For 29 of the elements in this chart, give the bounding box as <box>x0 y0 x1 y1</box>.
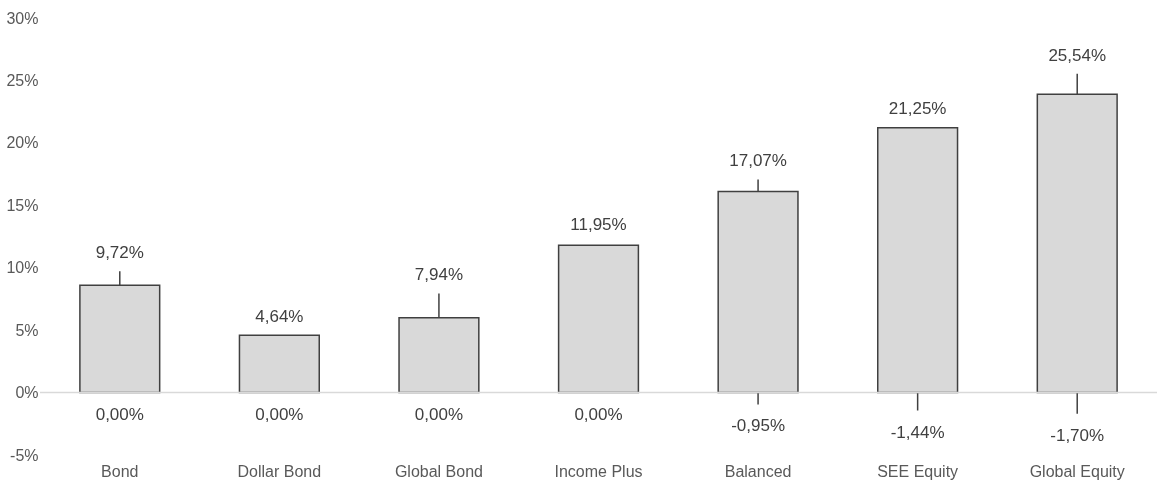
annotation: 4,64% <box>255 306 304 326</box>
x-tick-label: Global Equity <box>1029 462 1125 480</box>
x-tick-label: Dollar Bond <box>237 462 322 480</box>
annotation: 7,94% <box>414 265 464 285</box>
x-tick-label: Bond <box>101 462 139 480</box>
annotation: -0,95% <box>731 416 786 436</box>
x-tick-label: SEE Equity <box>877 462 959 480</box>
annotation: 21,25% <box>888 99 947 119</box>
y-tick-label: 20% <box>6 134 39 152</box>
annotation: 11,95% <box>570 215 627 235</box>
y-tick-label: 30% <box>6 9 39 27</box>
annotation: 17,07% <box>729 151 787 171</box>
y-tick-label: 25% <box>6 71 39 89</box>
annotation: -1,44% <box>890 422 945 442</box>
annotation: 0,00% <box>414 404 464 424</box>
annotation: -1,70% <box>1050 425 1105 445</box>
annotation: 0,00% <box>255 404 304 424</box>
x-tick-label: Global Bond <box>394 462 483 480</box>
annotation: 9,72% <box>95 243 144 263</box>
y-tick-label: 10% <box>6 259 39 277</box>
y-tick-label: 0% <box>15 384 39 402</box>
annotation: 0,00% <box>574 404 623 424</box>
y-tick-label: -5% <box>10 446 39 464</box>
y-tick-label: 5% <box>15 321 39 339</box>
y-tick-label: 15% <box>6 196 39 214</box>
x-tick-label: Income Plus <box>554 462 643 480</box>
x-tick-label: Balanced <box>724 462 792 480</box>
annotation: 25,54% <box>1048 45 1107 65</box>
annotation: 0,00% <box>95 404 144 424</box>
